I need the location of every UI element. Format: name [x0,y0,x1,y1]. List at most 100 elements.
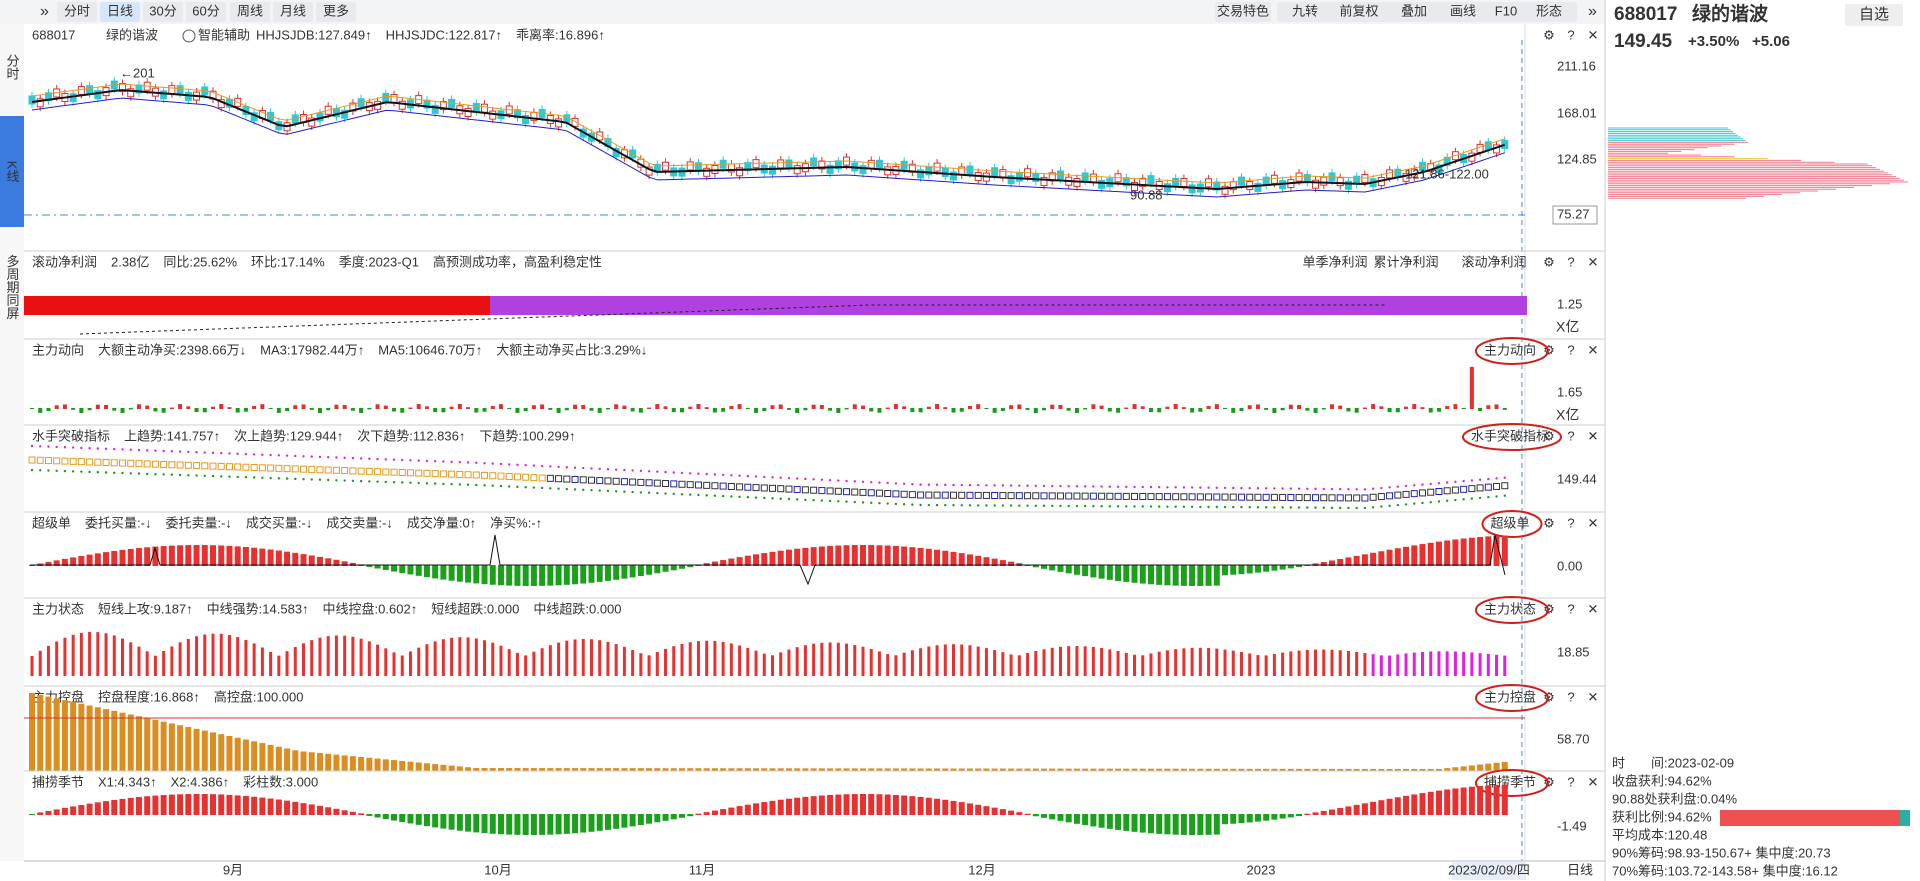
collapse-icon[interactable]: » [40,3,49,20]
toolbar-button[interactable]: F10 [1495,3,1517,18]
panel-icon[interactable]: ⚙ [1543,774,1555,789]
trend-candle [719,482,727,490]
trend-dot [187,474,190,477]
trend-dot [1149,505,1153,508]
toolbar-button[interactable]: 形态 [1536,3,1562,18]
panel-icon[interactable]: ✕ [1588,254,1599,269]
season-bar [168,794,175,815]
trend-dot [516,485,519,489]
toolbar-button-bg[interactable] [1435,2,1491,22]
panel-icon[interactable]: ✕ [1588,774,1599,789]
toolbar-tab-bg[interactable] [100,2,140,22]
panel-icon[interactable]: ✕ [1588,689,1599,704]
panel-icon[interactable]: ✕ [1588,601,1599,616]
panel-button[interactable]: 捕捞季节 [1484,774,1536,789]
control-bar [251,741,258,771]
watch-button-bg[interactable] [1845,4,1903,26]
toolbar-button-bg[interactable] [1215,2,1271,22]
toolbar-tab[interactable]: 月线 [280,3,306,18]
assist-icon[interactable] [182,29,196,43]
trend-dot [228,452,231,455]
panel-tab[interactable]: 单季净利润 [1302,254,1367,269]
toolbar-tab-bg[interactable] [273,2,313,22]
season-bar [1378,551,1385,566]
panel-icon[interactable]: ✕ [1588,428,1599,443]
flow-bar [1321,408,1326,410]
panel-icon[interactable]: ⚙ [1543,428,1555,443]
sidebar-tab[interactable]: K线 [5,161,20,183]
panel-icon[interactable]: ⚙ [1543,689,1555,704]
panel-icon[interactable]: ⚙ [1543,601,1555,616]
season-bar [1106,814,1113,829]
toolbar-button-bg[interactable] [1478,2,1534,22]
panel-icon[interactable]: ⚙ [1543,515,1555,530]
panel-icon[interactable]: ✕ [1588,515,1599,530]
toolbar-tab-bg[interactable] [143,2,183,22]
panel-icon[interactable]: ? [1567,601,1574,616]
toolbar-tab[interactable]: 周线 [237,3,263,18]
panel-icon[interactable]: ? [1567,342,1574,357]
toolbar-button[interactable]: 叠加 [1401,3,1427,18]
toolbar-button-bg[interactable] [1521,2,1577,22]
panel-button[interactable]: 主力动向 [1484,342,1536,357]
stock-code: 688017 [1614,4,1677,25]
panel-tab[interactable]: 滚动净利润 [1461,254,1526,269]
flow-bar [326,408,331,411]
panel-icon[interactable]: ? [1567,774,1574,789]
watch-button[interactable]: 自选 [1859,6,1889,23]
toolbar-tab[interactable]: 日线 [107,3,133,18]
trend-dot [705,472,708,476]
panel-button[interactable]: 超级单 [1490,515,1529,530]
sidebar-tab-bg[interactable] [0,116,24,227]
toolbar-tab[interactable]: 分时 [64,3,90,18]
assist-toggle[interactable]: 智能辅助 [198,27,250,42]
sidebar-tab[interactable]: 多周期同屏 [5,254,20,320]
flow-bar [145,405,150,409]
panel-icon[interactable]: ⚙ [1543,342,1555,357]
flow-bar [935,404,940,409]
panel-tab[interactable]: 累计净利润 [1373,254,1438,269]
toolbar-tab[interactable]: 60分 [192,3,219,18]
season-bar [1131,814,1138,832]
toolbar-button[interactable]: 交易特色 [1217,3,1269,18]
trend-candle [1287,494,1295,501]
panel-icon[interactable]: ? [1567,27,1574,42]
sidebar-tab-bg[interactable] [0,24,24,110]
panel-icon[interactable]: ? [1567,689,1574,704]
trend-candle [1032,492,1040,500]
toolbar-button[interactable]: 前复权 [1339,3,1378,18]
season-bar [1213,814,1220,835]
toolbar-tab-bg[interactable] [316,2,356,22]
panel-icon[interactable]: ✕ [1588,27,1599,42]
toolbar-button[interactable]: 九转 [1292,3,1318,18]
trend-candle [867,489,875,497]
panel-icon[interactable]: ? [1567,515,1574,530]
toolbar-button-bg[interactable] [1277,2,1333,22]
sidebar-tab-bg[interactable] [0,239,24,335]
toolbar-tab-bg[interactable] [230,2,270,22]
toolbar-tab-bg[interactable] [186,2,226,22]
panel-icon[interactable]: ⚙ [1543,254,1555,269]
sidebar-tab[interactable]: 分时 [5,54,20,80]
panel-button[interactable]: 主力状态 [1484,601,1536,616]
panel-button[interactable]: 主力控盘 [1484,689,1536,704]
toolbar-button[interactable]: 画线 [1450,3,1476,18]
toolbar-button-bg[interactable] [1386,2,1442,22]
season-bar [555,565,562,586]
period-label[interactable]: 日线 [1567,862,1593,877]
indicator: 大额主动净买占比:3.29%↓ [496,342,647,357]
panel-icon[interactable]: ? [1567,428,1574,443]
expand-icon[interactable]: » [1588,3,1597,20]
toolbar-button-bg[interactable] [1331,2,1387,22]
toolbar-tab[interactable]: 30分 [149,3,176,18]
panel-button[interactable]: 水手突破指标 [1471,428,1549,443]
panel-icon[interactable]: ✕ [1588,342,1599,357]
panel-icon[interactable]: ⚙ [1543,27,1555,42]
trend-dot [1001,484,1005,487]
panel-icon[interactable]: ? [1567,254,1574,269]
toolbar-tab[interactable]: 更多 [323,3,349,18]
chip-info: 平均成本:120.48 [1612,827,1707,842]
trend-dot [647,491,651,494]
trend-dot [532,486,536,489]
toolbar-tab-bg[interactable] [57,2,97,22]
